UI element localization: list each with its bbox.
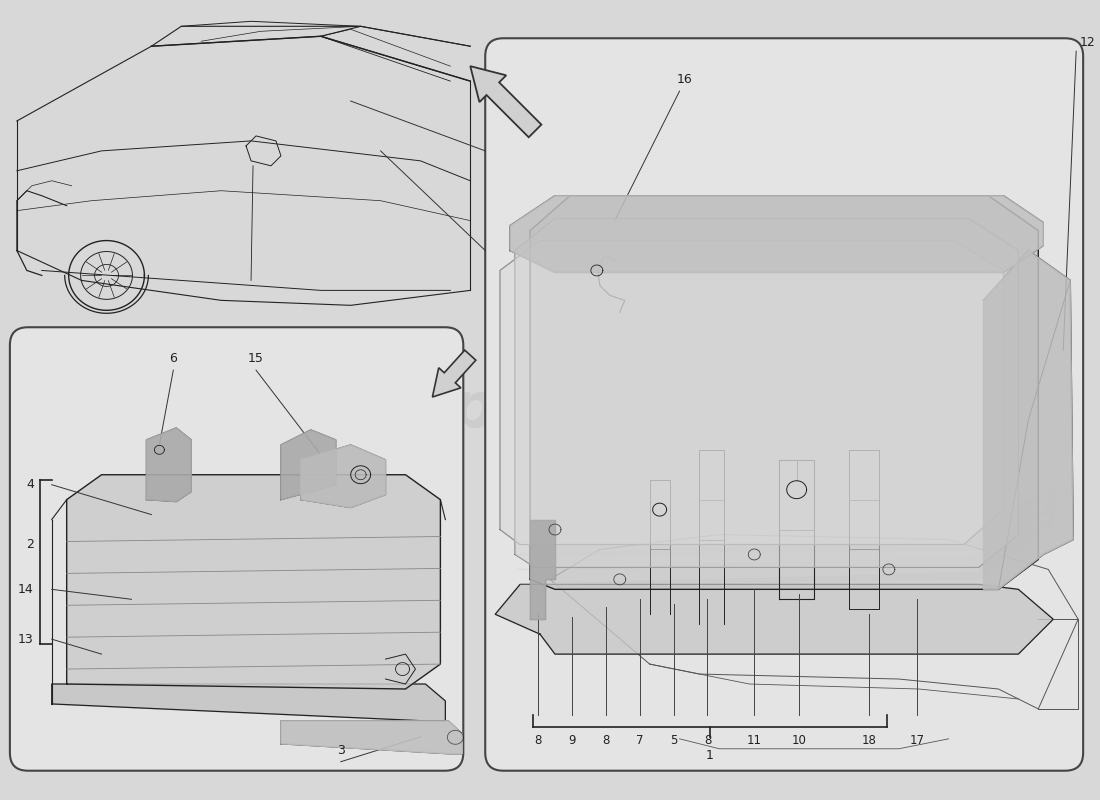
Polygon shape	[52, 684, 446, 721]
Polygon shape	[530, 196, 1038, 590]
Polygon shape	[517, 500, 1055, 570]
FancyArrow shape	[432, 350, 476, 397]
FancyArrow shape	[471, 66, 541, 138]
Text: 15: 15	[249, 352, 264, 365]
Polygon shape	[280, 430, 336, 500]
Text: 10: 10	[792, 734, 806, 747]
Text: 1: 1	[706, 749, 714, 762]
Polygon shape	[983, 250, 1074, 590]
Polygon shape	[515, 218, 1019, 567]
Text: 5: 5	[670, 734, 678, 747]
Text: 8: 8	[602, 734, 609, 747]
Text: 7: 7	[636, 734, 644, 747]
Text: 2: 2	[26, 538, 34, 551]
Text: 14: 14	[18, 583, 34, 596]
Text: 8: 8	[704, 734, 711, 747]
Polygon shape	[67, 474, 440, 689]
Text: eurospares: eurospares	[249, 379, 652, 441]
Text: 4: 4	[26, 478, 34, 491]
Polygon shape	[510, 196, 1043, 273]
Text: 16: 16	[676, 73, 692, 86]
Polygon shape	[520, 514, 1053, 584]
FancyBboxPatch shape	[485, 38, 1084, 770]
Text: 6: 6	[169, 352, 177, 365]
Polygon shape	[495, 584, 1053, 654]
Polygon shape	[301, 445, 386, 508]
Text: 12: 12	[1080, 36, 1096, 50]
Text: 11: 11	[747, 734, 762, 747]
Polygon shape	[500, 241, 1003, 545]
Text: 3: 3	[337, 744, 344, 757]
Polygon shape	[280, 721, 462, 754]
Text: 8: 8	[535, 734, 541, 747]
Text: 17: 17	[910, 734, 924, 747]
FancyBboxPatch shape	[10, 327, 463, 770]
Polygon shape	[146, 428, 191, 502]
Text: 18: 18	[861, 734, 877, 747]
Polygon shape	[514, 485, 1056, 554]
Polygon shape	[530, 519, 556, 619]
Text: 13: 13	[18, 633, 34, 646]
Text: 9: 9	[569, 734, 575, 747]
